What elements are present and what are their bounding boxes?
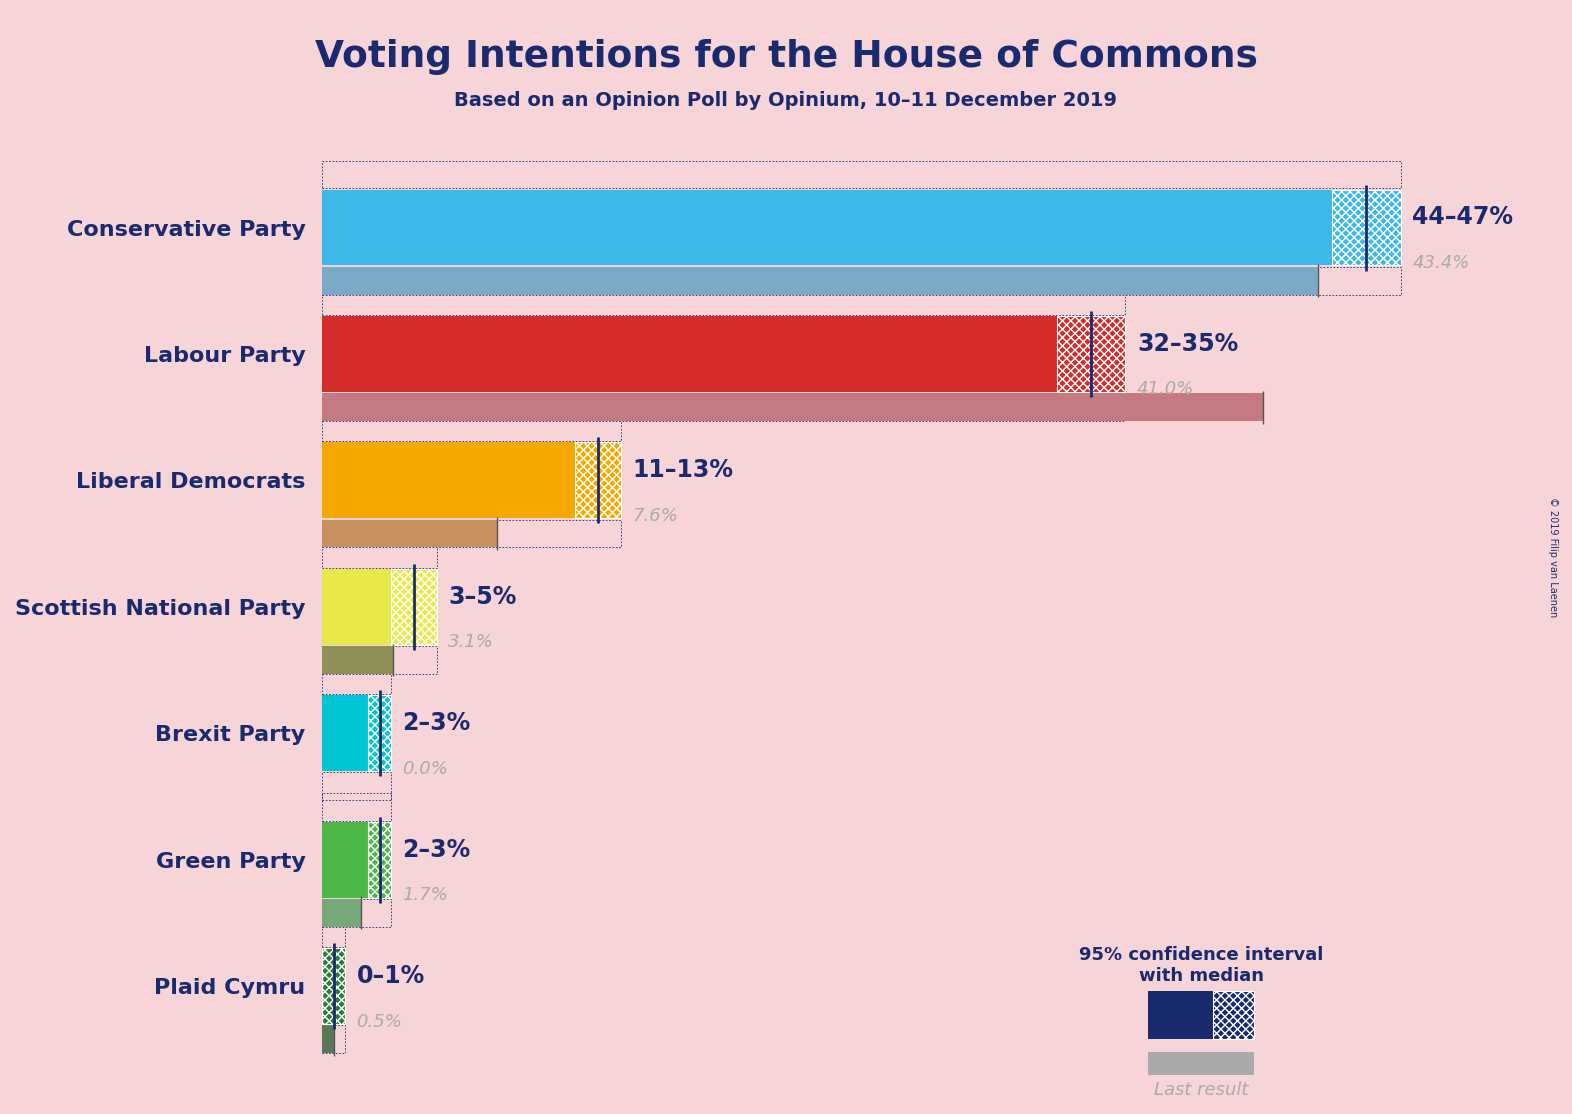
Text: Based on an Opinion Poll by Opinium, 10–11 December 2019: Based on an Opinion Poll by Opinium, 10–… [454,91,1118,110]
Bar [368,695,391,771]
Text: 2–3%: 2–3% [402,838,470,861]
Text: 7.6%: 7.6% [632,507,678,525]
Bar [1212,991,1254,1039]
Text: 2–3%: 2–3% [402,711,470,735]
Bar [1331,189,1401,265]
Bar [322,316,1056,392]
Text: 1.7%: 1.7% [402,886,448,905]
Text: Voting Intentions for the House of Commons: Voting Intentions for the House of Commo… [314,39,1258,75]
Bar [322,393,1126,421]
Bar [322,646,437,674]
Bar [322,287,1126,315]
Text: 95% confidence interval
with median: 95% confidence interval with median [1078,946,1324,985]
Bar [322,948,346,1024]
Bar [322,519,621,547]
Bar [322,393,1264,421]
Text: 0–1%: 0–1% [357,964,424,988]
Bar [322,822,368,898]
Bar [1056,316,1126,392]
Text: 3–5%: 3–5% [448,585,517,608]
Bar [322,646,393,674]
Bar [322,540,437,568]
Bar [322,266,1319,294]
Bar [322,442,575,518]
Bar [368,822,391,898]
Text: 11–13%: 11–13% [632,458,733,482]
Text: © 2019 Filip van Laenen: © 2019 Filip van Laenen [1548,497,1558,617]
Text: 3.1%: 3.1% [448,633,494,652]
Bar [322,160,1401,188]
Bar [322,1025,333,1053]
Bar [322,666,391,694]
Text: 0.5%: 0.5% [357,1013,402,1030]
Bar [322,899,391,927]
Bar [322,569,391,645]
Text: 0.0%: 0.0% [402,760,448,778]
Bar [1149,1052,1254,1075]
Bar [322,919,346,947]
Bar [322,413,621,441]
Bar [322,695,368,771]
Bar [322,793,391,821]
Bar [575,442,621,518]
Text: 44–47%: 44–47% [1412,205,1514,229]
Bar [322,772,391,800]
Text: Last result: Last result [1154,1081,1248,1100]
Bar [391,569,437,645]
Bar [322,1025,346,1053]
Bar [322,899,362,927]
Bar [322,519,497,547]
Text: 41.0%: 41.0% [1137,380,1195,399]
Text: 32–35%: 32–35% [1137,332,1239,355]
Text: 43.4%: 43.4% [1412,254,1470,272]
Bar [1149,991,1212,1039]
Bar [322,266,1401,294]
Bar [322,189,1331,265]
